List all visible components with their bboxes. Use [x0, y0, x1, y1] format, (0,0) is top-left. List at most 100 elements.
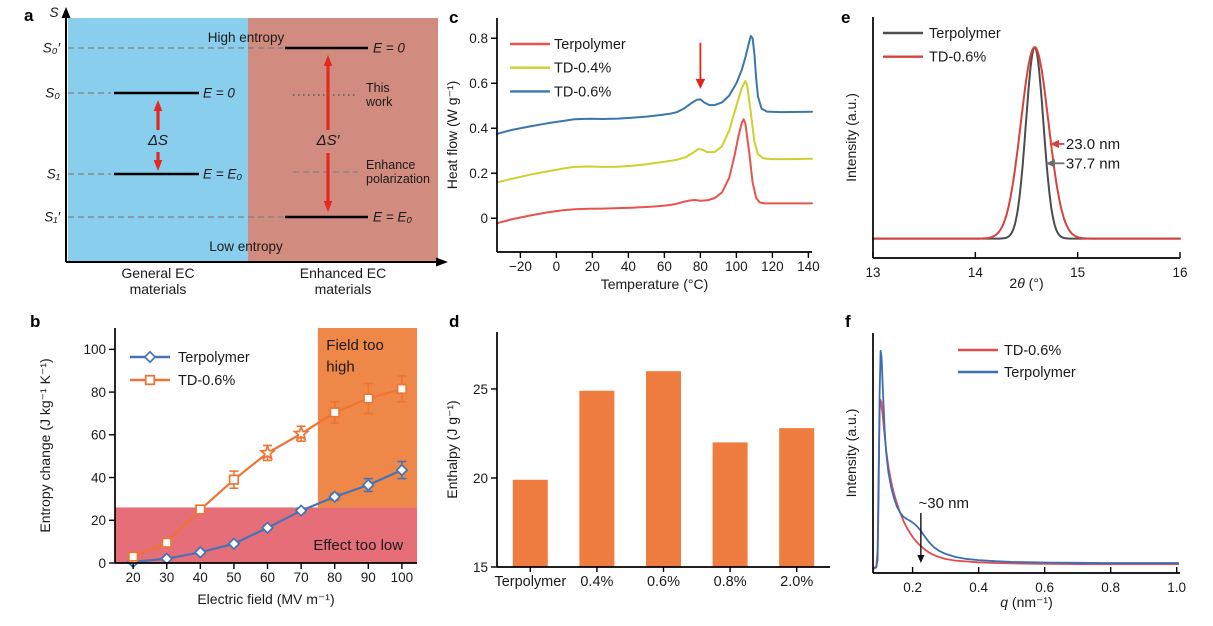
- s-axis-arrowhead: [61, 7, 71, 18]
- series-line: [872, 349, 1180, 570]
- svg-text:TD-0.6%: TD-0.6%: [178, 373, 235, 389]
- annotations: ~30 nm: [917, 495, 969, 563]
- svg-text:0.4%: 0.4%: [580, 574, 613, 590]
- level-label-s1: S₁: [47, 167, 60, 182]
- svg-text:Effect too low: Effect too low: [313, 537, 403, 554]
- svg-text:high: high: [326, 358, 354, 375]
- tick-labels: 13 14 15 16: [865, 252, 1188, 280]
- panel-d: Terpolymer 0.4% 0.6% 0.8% 2.0% 15 20 25 Enthalpy…: [444, 310, 830, 625]
- bar-0.6%: [646, 371, 681, 567]
- svg-text:40: 40: [193, 570, 208, 585]
- e0-label-left: E = 0: [203, 86, 235, 101]
- svg-text:40: 40: [621, 259, 636, 274]
- series-line: [496, 80, 813, 184]
- legend: TD-0.6% Terpolymer: [958, 343, 1076, 381]
- svg-text:0.6: 0.6: [469, 76, 488, 91]
- svg-text:37.7 nm: 37.7 nm: [1066, 155, 1120, 172]
- svg-text:70: 70: [294, 570, 309, 585]
- svg-text:2θ (°): 2θ (°): [1009, 275, 1043, 291]
- series-line: [496, 35, 813, 135]
- high-entropy-label: High entropy: [208, 30, 285, 45]
- svg-text:50: 50: [226, 570, 241, 585]
- svg-text:80: 80: [327, 570, 342, 585]
- series-Terpolymer: [872, 349, 1180, 570]
- enhance-polarization-label-line1: Enhance: [366, 158, 415, 172]
- series-line: [872, 398, 1180, 570]
- svg-text:60: 60: [91, 428, 106, 443]
- y-axis-label: Intensity (a.u.): [843, 93, 859, 182]
- caption-enhanced-ec-line1: Enhanced EC: [300, 265, 386, 281]
- delta-s-prime-label: ΔS′: [316, 132, 341, 149]
- svg-text:0.6%: 0.6%: [647, 574, 680, 590]
- series-line: [496, 118, 813, 225]
- panel-a-diagram: S High entropy Low entropy S₀′ S₀ S₁ S₁′…: [43, 5, 448, 297]
- this-work-label-line2: work: [365, 95, 393, 109]
- panel-c: −20 0 20 40 60 80 100 120 140 0 0.2 0.4 0.6 0.8 Heat f…: [444, 5, 830, 310]
- svg-text:Field too: Field too: [326, 337, 384, 354]
- level-label-s1-prime: S₁′: [44, 210, 60, 225]
- svg-text:60: 60: [657, 259, 672, 274]
- svg-text:0.4: 0.4: [969, 580, 988, 595]
- svg-text:30: 30: [159, 570, 174, 585]
- delta-s-arrow: [153, 100, 163, 171]
- svg-text:TD-0.6%: TD-0.6%: [554, 84, 611, 100]
- tick-labels: 15 20 25: [473, 382, 497, 575]
- svg-text:1.0: 1.0: [1167, 580, 1186, 595]
- svg-text:0: 0: [480, 211, 488, 226]
- x-axis-arrowhead: [436, 257, 448, 267]
- tick-labels: 20 30 40 50 60 70 80 90 100 0 20 40 60 80 100: [83, 342, 413, 585]
- series-TD-0.4%: [496, 80, 813, 184]
- legend: Terpolymer TD-0.6%: [130, 350, 250, 389]
- panel-f-chart: 0.2 0.4 0.6 0.8 1.0 Intensity (a.u.) q (nm⁻¹) ~…: [843, 333, 1186, 610]
- svg-text:Electric field (MV m⁻¹): Electric field (MV m⁻¹): [197, 591, 334, 607]
- panel-a: S High entropy Low entropy S₀′ S₀ S₁ S₁′…: [30, 4, 450, 311]
- axes: [114, 328, 417, 564]
- enhance-polarization-label-line2: polarization: [366, 172, 430, 186]
- svg-text:14: 14: [968, 265, 984, 280]
- svg-text:TD-0.6%: TD-0.6%: [929, 50, 986, 66]
- svg-text:90: 90: [361, 570, 376, 585]
- panel-e: 13 14 15 16 Intensity (a.u.) 2θ (°) 23.0 nm 37.…: [840, 5, 1213, 310]
- tick-labels: −20 0 20 40 60 80 100 120 140 0 0.2 0.4 0.6 0.8: [469, 31, 819, 274]
- legend: Terpolymer TD-0.6%: [883, 26, 1001, 66]
- caption-general-ec-line1: General EC: [121, 265, 194, 281]
- panel-d-chart: Terpolymer 0.4% 0.6% 0.8% 2.0% 15 20 25 Enthalpy…: [444, 332, 830, 590]
- panel-label-f: f: [845, 312, 851, 331]
- s-axis-label: S: [49, 5, 58, 20]
- panel-f: 0.2 0.4 0.6 0.8 1.0 Intensity (a.u.) q (nm⁻¹) ~…: [840, 310, 1213, 625]
- svg-text:0.4: 0.4: [469, 121, 488, 136]
- svg-text:−20: −20: [509, 259, 532, 274]
- series-line: [872, 46, 1181, 240]
- series-TD-0.6%: [872, 46, 1181, 240]
- svg-text:20: 20: [585, 259, 600, 274]
- svg-text:0: 0: [553, 259, 561, 274]
- svg-text:20: 20: [91, 513, 106, 528]
- panel-label-e: e: [841, 8, 851, 27]
- svg-text:2.0%: 2.0%: [780, 574, 813, 590]
- svg-text:16: 16: [1172, 265, 1187, 280]
- svg-text:120: 120: [761, 259, 784, 274]
- panel-b-chart: Effect too low Field too high 20 30 40 50 60 70 8…: [37, 328, 417, 607]
- svg-text:Terpolymer: Terpolymer: [178, 350, 250, 366]
- general-ec-region: [68, 18, 248, 262]
- tick-labels: 0.2 0.4 0.6 0.8 1.0: [903, 567, 1186, 595]
- annotations: 23.0 nm 37.7 nm: [1045, 136, 1120, 172]
- annotations: [695, 42, 706, 89]
- panel-c-chart: −20 0 20 40 60 80 100 120 140 0 0.2 0.4 0.6 0.8 Heat f…: [444, 18, 820, 292]
- panel-b: Effect too low Field too high 20 30 40 50 60 70 8…: [30, 310, 445, 626]
- svg-text:Terpolymer: Terpolymer: [929, 26, 1001, 42]
- svg-text:100: 100: [725, 259, 748, 274]
- level-label-s0: S₀: [45, 86, 60, 101]
- bar-Terpolymer: [512, 479, 548, 567]
- bars: Terpolymer 0.4% 0.6% 0.8% 2.0%: [494, 371, 815, 590]
- panel-label-c: c: [449, 8, 459, 27]
- caption-general-ec-line2: materials: [130, 281, 187, 297]
- svg-text:25: 25: [473, 382, 488, 397]
- y-axis-label: Intensity (a.u.): [843, 409, 859, 498]
- enhanced-ec-region: [248, 18, 438, 262]
- bar-0.8%: [712, 442, 748, 567]
- y-axis-label: Heat flow (W g⁻¹): [445, 81, 460, 190]
- svg-text:140: 140: [797, 259, 820, 274]
- bar-0.4%: [579, 390, 615, 567]
